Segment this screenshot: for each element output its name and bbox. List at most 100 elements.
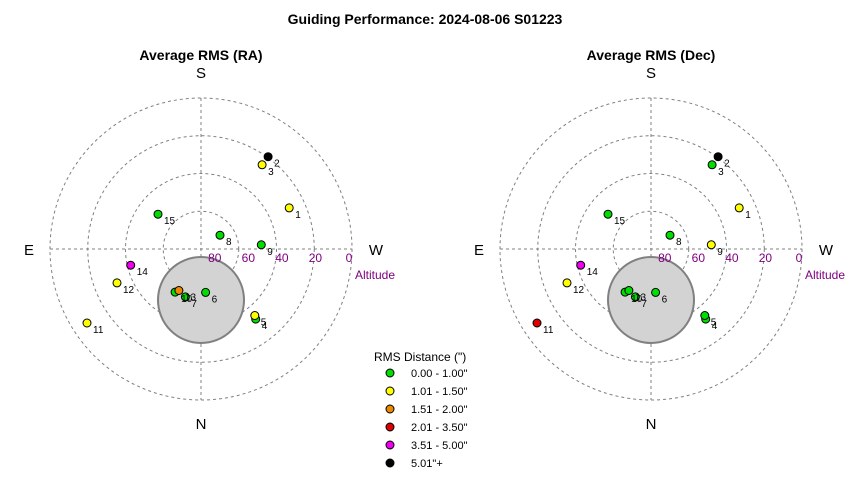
dec-point-1 xyxy=(734,203,744,213)
dec-altitude-tick-0: 0 xyxy=(796,251,803,265)
ra-altitude-tick-40: 40 xyxy=(275,251,289,265)
ra-altitude-tick-0: 0 xyxy=(346,251,353,265)
dec-point-label-6: 6 xyxy=(662,294,668,305)
dec-point-11 xyxy=(532,318,542,328)
ra-point-label-5: 5 xyxy=(261,318,267,329)
dec-direction-east: E xyxy=(474,242,484,259)
ra-direction-south: S xyxy=(196,65,206,82)
dec-point-13 xyxy=(624,286,634,295)
dec-point-14 xyxy=(576,260,586,270)
ra-obstruction-disk xyxy=(157,256,245,344)
dec-point-9 xyxy=(706,240,716,250)
ra-point-11 xyxy=(82,318,92,328)
ra-direction-west: W xyxy=(369,242,384,259)
ra-point-2 xyxy=(263,152,273,162)
dec-plot-title: Average RMS (Dec) xyxy=(587,47,716,63)
ra-polar-plot: Average RMS (RA)SNE W020406080Altitude123… xyxy=(24,47,395,433)
ra-point-label-4: 4 xyxy=(262,321,268,332)
dec-point-label-12: 12 xyxy=(573,285,585,296)
ra-altitude-tick-60: 60 xyxy=(242,251,256,265)
ra-point-label-9: 9 xyxy=(267,247,273,258)
ra-point-label-3: 3 xyxy=(268,167,274,178)
ra-point-12 xyxy=(112,278,122,288)
ra-point-label-6: 6 xyxy=(212,294,218,305)
dec-altitude-label: Altitude xyxy=(805,268,845,282)
ra-point-7 xyxy=(180,292,190,302)
ra-point-label-7: 7 xyxy=(191,299,197,310)
legend-label-4: 3.51 - 5.00" xyxy=(411,440,468,452)
legend-title: RMS Distance (") xyxy=(374,350,466,364)
ra-point-8 xyxy=(215,230,225,240)
dec-direction-north: N xyxy=(646,416,657,433)
dec-direction-west: W xyxy=(819,242,834,259)
ra-altitude-label: Altitude xyxy=(355,268,395,282)
ra-point-label-1: 1 xyxy=(295,210,301,221)
ra-point-13 xyxy=(174,286,184,295)
ra-point-15 xyxy=(153,209,163,219)
main-title: Guiding Performance: 2024-08-06 S01223 xyxy=(288,11,563,27)
dec-point-8 xyxy=(665,230,675,240)
dec-point-15 xyxy=(603,209,613,219)
legend-swatch-5 xyxy=(385,458,395,468)
ra-point-label-2: 2 xyxy=(274,159,280,170)
dec-point-label-5: 5 xyxy=(711,318,717,329)
ra-direction-east: E xyxy=(24,242,34,259)
dec-altitude-ring-2 xyxy=(575,173,727,325)
ra-point-6 xyxy=(201,287,211,297)
ra-point-label-11: 11 xyxy=(93,325,104,336)
legend-label-1: 1.01 - 1.50" xyxy=(411,386,468,398)
dec-point-12 xyxy=(562,278,572,288)
ra-point-9 xyxy=(256,240,266,250)
legend-label-0: 0.00 - 1.00" xyxy=(411,368,468,380)
ra-point-label-14: 14 xyxy=(137,267,149,278)
dec-altitude-tick-80: 80 xyxy=(658,251,672,265)
legend-label-3: 2.01 - 3.50" xyxy=(411,422,468,434)
dec-point-label-4: 4 xyxy=(712,321,718,332)
dec-point-label-7: 7 xyxy=(641,299,647,310)
dec-point-6 xyxy=(651,287,661,297)
ra-altitude-ring-2 xyxy=(125,173,277,325)
ra-point-5 xyxy=(250,311,260,320)
legend: RMS Distance (") 0.00 - 1.00" 1.01 - 1.50… xyxy=(374,350,468,470)
legend-swatch-2 xyxy=(385,404,395,414)
ra-altitude-tick-80: 80 xyxy=(208,251,222,265)
dec-point-label-15: 15 xyxy=(614,216,626,227)
ra-point-1 xyxy=(284,203,294,213)
ra-point-14 xyxy=(126,260,136,270)
dec-direction-south: S xyxy=(646,65,656,82)
dec-point-label-1: 1 xyxy=(745,210,751,221)
legend-swatch-1 xyxy=(385,386,395,396)
ra-point-label-15: 15 xyxy=(164,216,176,227)
dec-polar-plot: Average RMS (Dec)SNE W020406080Altitude12… xyxy=(474,47,845,433)
dec-altitude-tick-20: 20 xyxy=(759,251,773,265)
legend-swatch-0 xyxy=(385,368,395,378)
legend-swatch-4 xyxy=(385,440,395,450)
legend-swatch-3 xyxy=(385,422,395,432)
dec-point-label-8: 8 xyxy=(676,237,682,248)
ra-plot-title: Average RMS (RA) xyxy=(139,47,262,63)
dec-obstruction-disk xyxy=(607,256,695,344)
dec-point-label-10: 10 xyxy=(631,294,643,305)
dec-altitude-tick-60: 60 xyxy=(692,251,706,265)
dec-point-label-11: 11 xyxy=(543,325,554,336)
dec-point-label-9: 9 xyxy=(717,247,723,258)
ra-point-3 xyxy=(257,160,267,170)
ra-altitude-tick-20: 20 xyxy=(309,251,323,265)
dec-point-label-2: 2 xyxy=(724,159,730,170)
dec-point-label-13: 13 xyxy=(635,293,647,304)
ra-direction-north: N xyxy=(196,416,207,433)
ra-point-label-12: 12 xyxy=(123,285,135,296)
dec-altitude-tick-40: 40 xyxy=(725,251,739,265)
dec-point-label-14: 14 xyxy=(587,267,599,278)
dec-point-3 xyxy=(707,160,717,170)
dec-point-label-3: 3 xyxy=(718,167,724,178)
dec-point-7 xyxy=(630,292,640,302)
legend-label-2: 1.51 - 2.00" xyxy=(411,404,468,416)
ra-point-label-13: 13 xyxy=(185,293,197,304)
dec-point-5 xyxy=(700,311,710,320)
ra-point-label-8: 8 xyxy=(226,237,232,248)
dec-point-2 xyxy=(713,152,723,162)
legend-label-5: 5.01"+ xyxy=(411,458,443,470)
ra-point-label-10: 10 xyxy=(181,294,193,305)
